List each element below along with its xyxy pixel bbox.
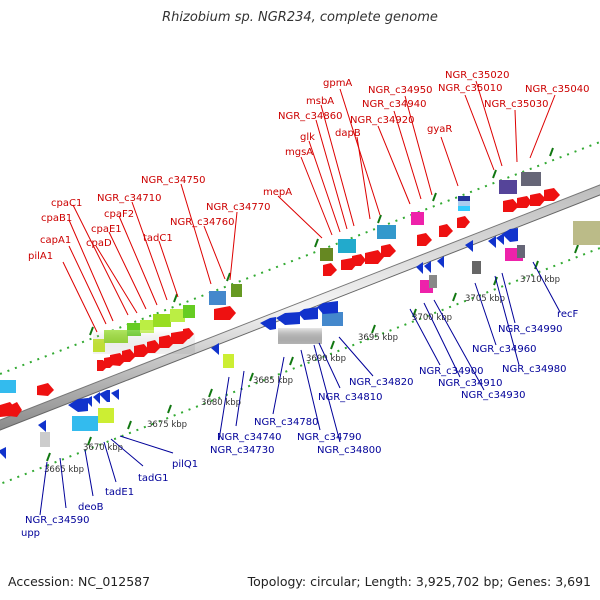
gene-label: gyaR [427,124,452,135]
ruler-label: 3685 kbp [253,376,293,386]
gene-label: NGR_c34770 [206,202,271,213]
gene-label: NGR_c34930 [461,390,526,401]
gene-label: cpaB1 [41,213,72,224]
gene-label: NGR_c34990 [498,324,563,335]
gene-label: NGR_c35040 [525,84,590,95]
gene-label: cpaF2 [104,209,134,220]
gene-label: cpaD [86,238,112,249]
gene-label: NGR_c34920 [350,115,415,126]
gene-label: capA1 [40,235,71,246]
gene-label: msbA [306,96,334,107]
ruler-label: 3700 kbp [412,313,452,323]
gene-label: gpmA [323,78,352,89]
ruler-label: 3680 kbp [201,398,241,408]
gene-label: NGR_c34740 [217,432,282,443]
reverse-arrows [0,228,518,459]
forward-arrows [0,188,560,417]
gene-label: NGR_c34750 [141,175,206,186]
forward-gene-labels: pilA1 capA1 cpaB1 cpaC1 cpaD cpaE1 cpaF2… [28,70,590,262]
gene-label: tadG1 [138,473,169,484]
gene-label: NGR_c34730 [210,445,275,456]
gene-label: pilQ1 [172,459,198,470]
gene-label: NGR_c34860 [278,111,343,122]
accession-text: Accession: NC_012587 [8,574,151,589]
gene-label: NGR_c34940 [362,99,427,110]
gene-label: NGR_c34960 [472,344,537,355]
ruler-label: 3675 kbp [147,420,187,430]
gene-label: recF [557,309,579,320]
ruler-label: 3710 kbp [520,275,560,285]
scale-ticks [46,147,579,462]
gene-label: NGR_c34820 [349,377,414,388]
reverse-gene-labels: upp NGR_c34590 deoB tadE1 tadG1 pilQ1 NG… [21,309,579,539]
gene-label: tadC1 [143,233,173,244]
gene-label: NGR_c34790 [297,432,362,443]
gene-label: NGR_c35010 [438,83,503,94]
gene-label: glk [300,132,315,143]
gene-label: NGR_c34710 [97,193,162,204]
gene-label: NGR_c34910 [438,378,503,389]
genome-summary-text: Topology: circular; Length: 3,925,702 bp… [247,574,591,589]
gene-label: NGR_c34810 [318,392,383,403]
feature-boxes-lower [40,232,600,447]
gene-label: pilA1 [28,251,53,262]
ruler-label: 3695 kbp [358,333,398,343]
gene-label: NGR_c34780 [254,417,319,428]
gene-label: cpaC1 [51,198,82,209]
forward-leader-lines [62,80,556,333]
ruler-label: 3665 kbp [44,465,84,475]
ruler-label: 3705 kbp [465,294,505,304]
gene-label: NGR_c34800 [317,445,382,456]
gene-label: deoB [78,502,104,513]
gene-label: NGR_c35030 [484,99,549,110]
genome-title: Rhizobium sp. NGR234, complete genome [162,10,438,25]
ruler-label: 3670 kbp [83,443,123,453]
gene-label: mgsA [285,147,313,158]
gene-label: cpaE1 [91,224,122,235]
gene-label: mepA [263,187,292,198]
gene-label: upp [21,528,40,539]
gene-label: NGR_c34760 [170,217,235,228]
gene-label: NGR_c34980 [502,364,567,375]
gene-label: dapB [335,128,361,139]
gene-label: NGR_c35020 [445,70,510,81]
gene-label: NGR_c34900 [419,366,484,377]
reverse-leader-lines [39,261,561,516]
gene-label: tadE1 [105,487,134,498]
gene-label: NGR_c34950 [368,85,433,96]
gene-label: NGR_c34590 [25,515,90,526]
